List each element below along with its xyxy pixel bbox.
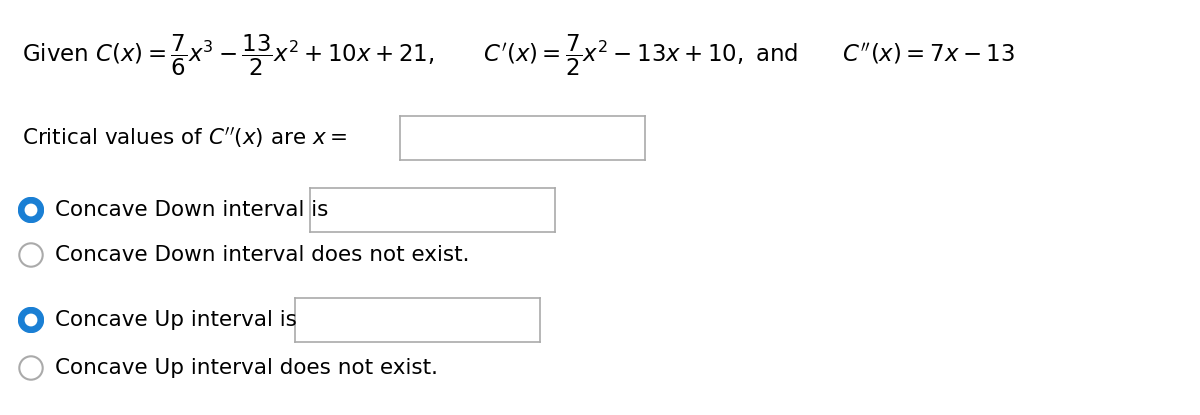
Circle shape xyxy=(18,198,43,222)
Text: Given $C(x) = \dfrac{7}{6}x^3 - \dfrac{13}{2}x^2 + 10x + 21,$$\quad\quad C'(x) =: Given $C(x) = \dfrac{7}{6}x^3 - \dfrac{1… xyxy=(22,32,1014,78)
Circle shape xyxy=(25,314,37,326)
Circle shape xyxy=(25,204,37,216)
Text: Concave Down interval does not exist.: Concave Down interval does not exist. xyxy=(55,245,469,265)
Text: Critical values of $C''(x)$ are $x =$: Critical values of $C''(x)$ are $x =$ xyxy=(22,126,347,150)
Text: Concave Up interval does not exist.: Concave Up interval does not exist. xyxy=(55,358,438,378)
Circle shape xyxy=(18,308,43,332)
Text: Concave Up interval is: Concave Up interval is xyxy=(55,310,296,330)
Text: Concave Down interval is: Concave Down interval is xyxy=(55,200,329,220)
